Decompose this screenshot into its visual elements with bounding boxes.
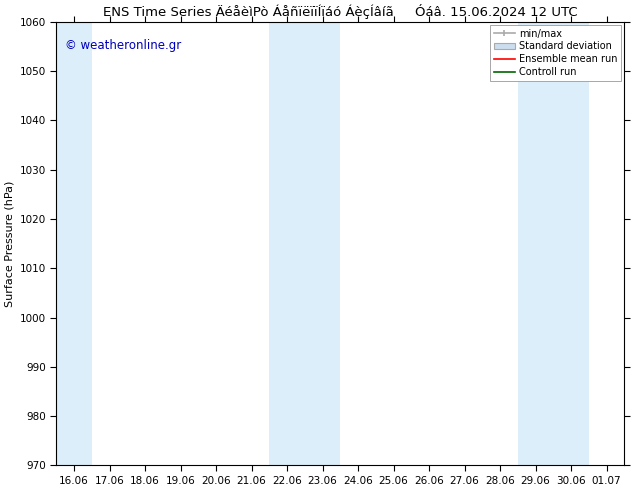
Title: ENS Time Series ÄéåèìPò ÁåñïëïïÍïáó ÁèçÍâíã     Óáâ. 15.06.2024 12 UTC: ENS Time Series ÄéåèìPò ÁåñïëïïÍïáó ÁèçÍ… — [103, 4, 578, 19]
Bar — [269, 22, 340, 465]
Bar — [56, 22, 92, 465]
Bar — [518, 22, 589, 465]
Legend: min/max, Standard deviation, Ensemble mean run, Controll run: min/max, Standard deviation, Ensemble me… — [490, 24, 621, 81]
Y-axis label: Surface Pressure (hPa): Surface Pressure (hPa) — [4, 180, 14, 307]
Text: © weatheronline.gr: © weatheronline.gr — [65, 40, 181, 52]
